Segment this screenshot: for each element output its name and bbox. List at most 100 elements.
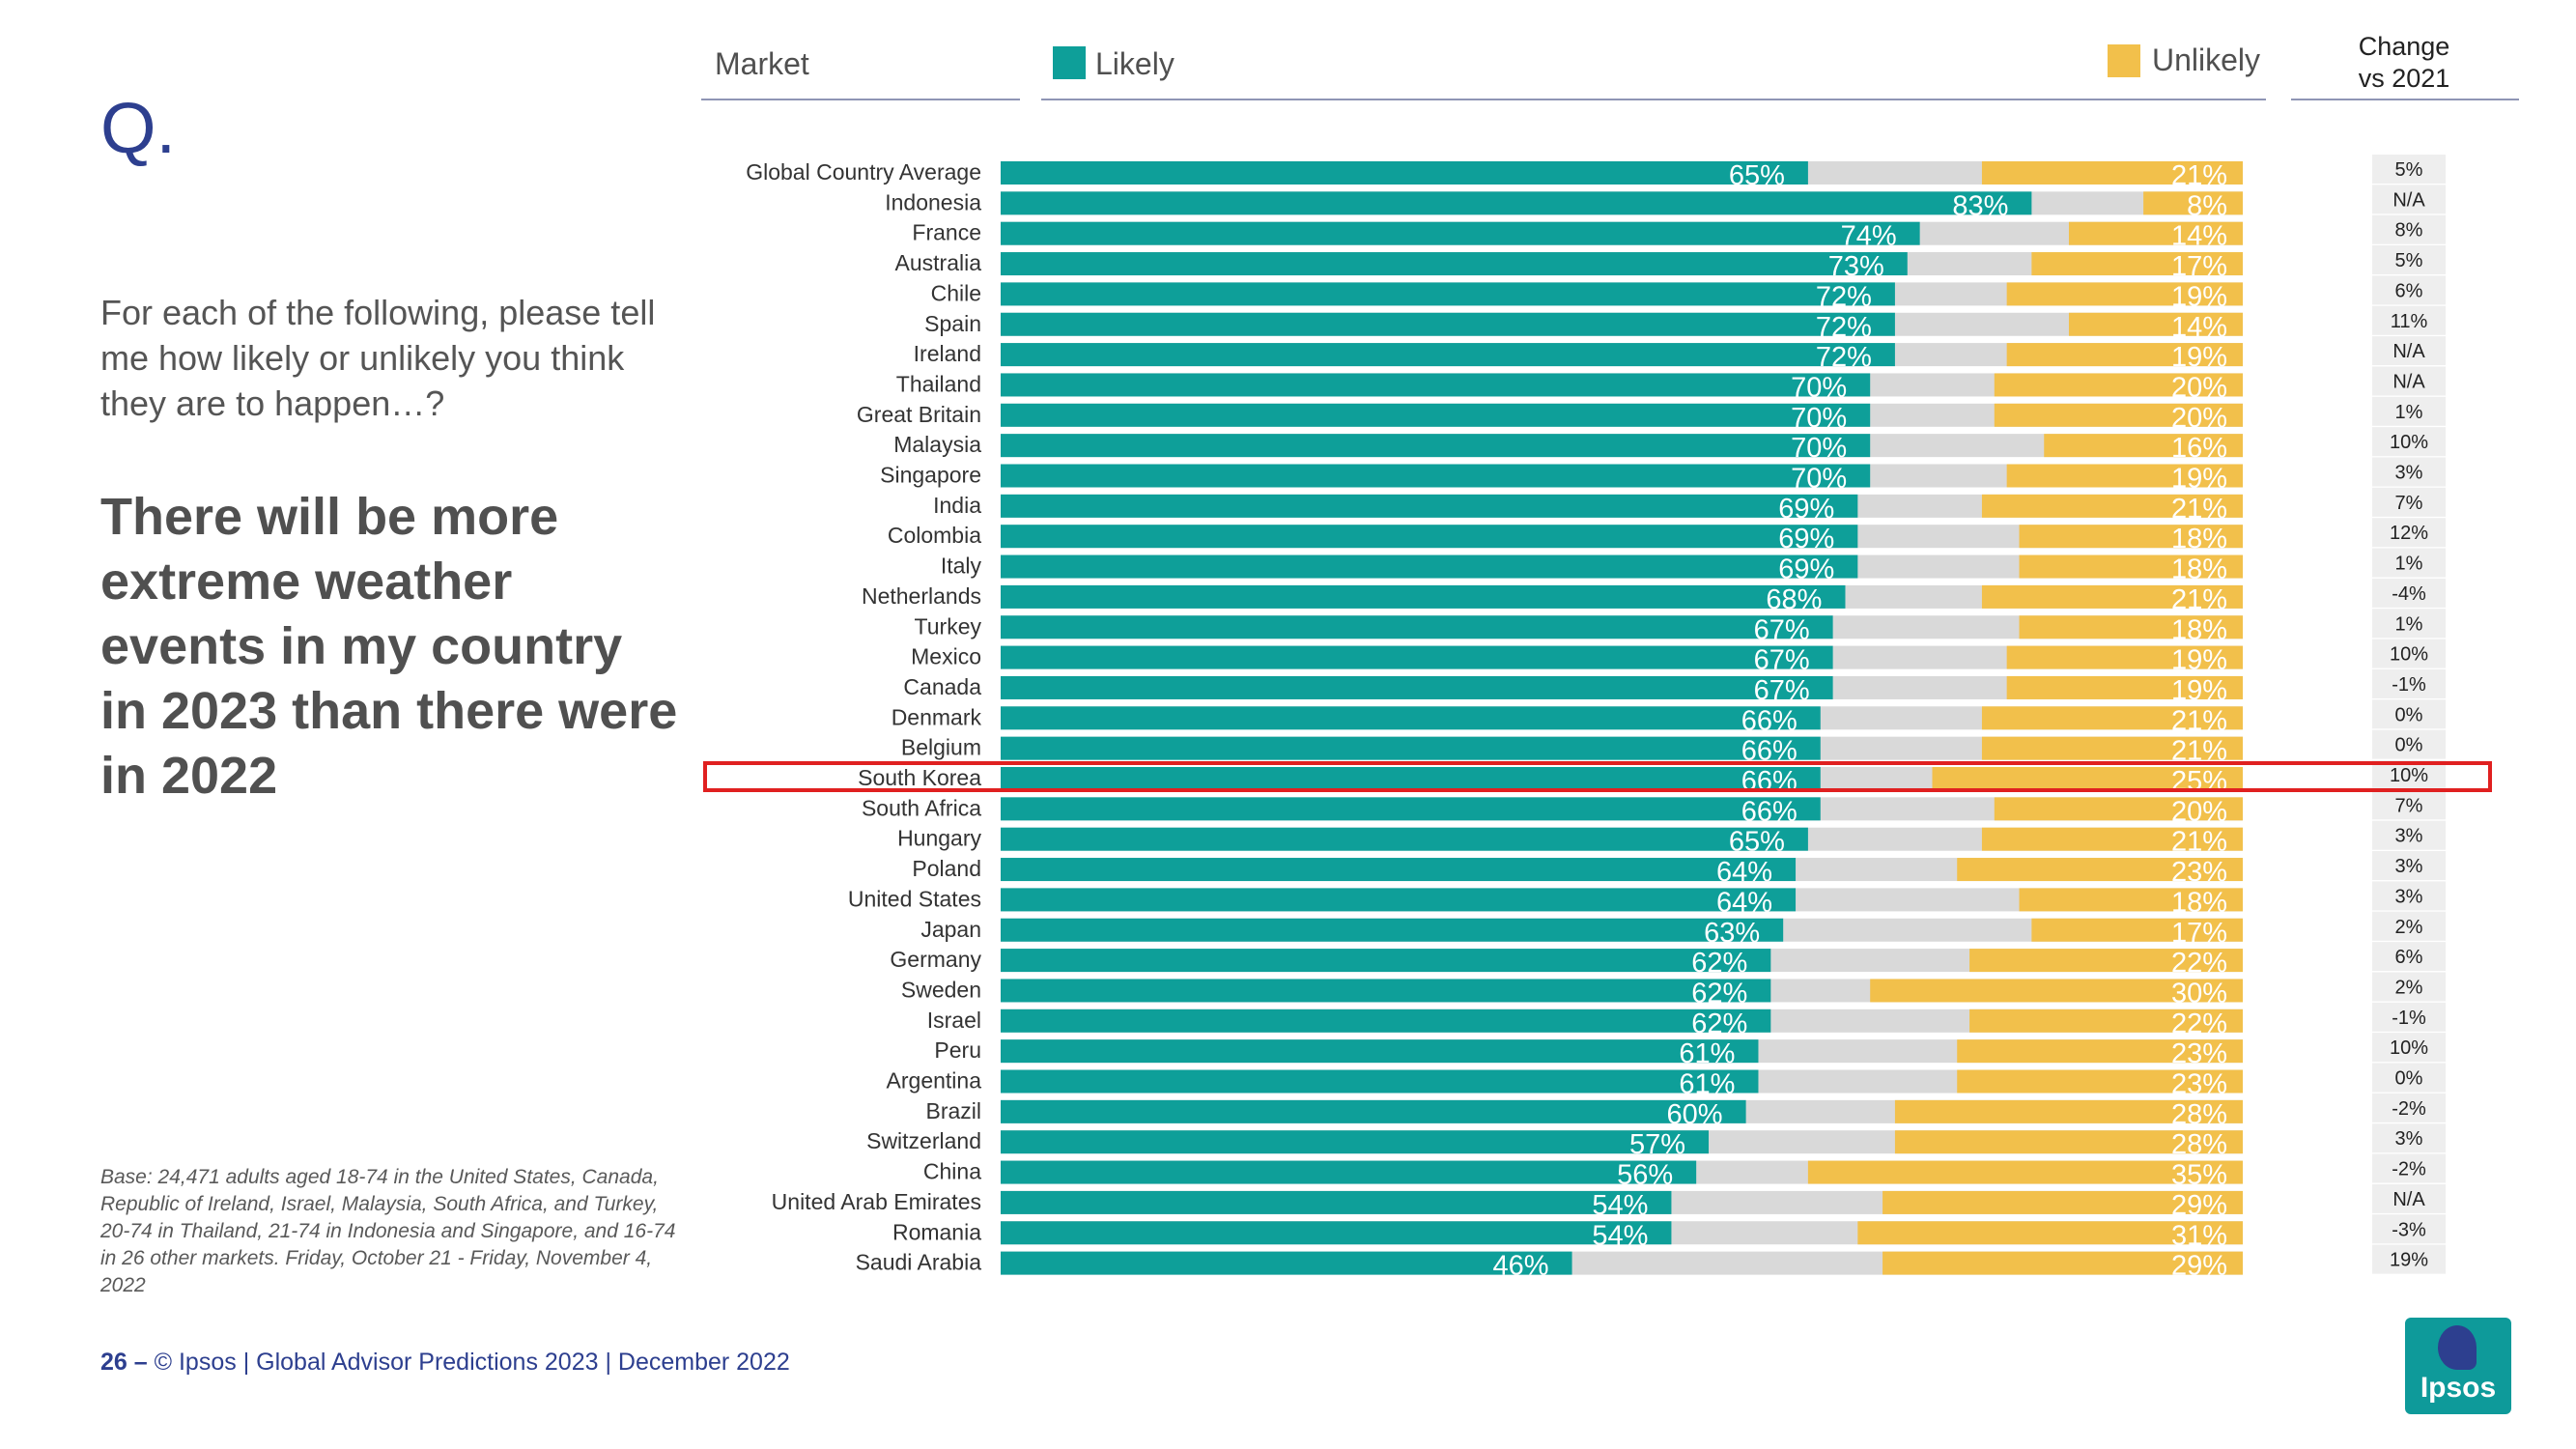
category-label-south-korea: South Korea (858, 765, 981, 790)
likely-value-south-africa: 66% (1741, 796, 1798, 827)
change-cell-turkey (2372, 609, 2446, 639)
bar-likely-saudi-arabia (1001, 1251, 1572, 1275)
category-label-spain: Spain (924, 311, 981, 336)
bar-unlikely-italy (2019, 554, 2243, 579)
bar-likely-hungary (1001, 827, 1808, 851)
bar-unlikely-hungary (1981, 827, 2243, 851)
change-cell-hungary (2372, 820, 2446, 850)
likely-value-romania: 54% (1592, 1220, 1648, 1251)
unlikely-value-indonesia: 8% (2187, 190, 2227, 221)
likely-value-united-arab-emirates: 54% (1592, 1190, 1648, 1221)
change-cell-colombia (2372, 518, 2446, 548)
change-value-mexico: 10% (2390, 644, 2428, 666)
bar-likely-switzerland (1001, 1130, 1710, 1154)
likely-value-ireland: 72% (1816, 342, 1872, 373)
bar-likely-malaysia (1001, 434, 1871, 458)
category-label-saudi-arabia: Saudi Arabia (856, 1250, 982, 1275)
bar-unlikely-turkey (2019, 615, 2243, 639)
unlikely-value-malaysia: 16% (2171, 433, 2227, 464)
bar-likely-japan (1001, 918, 1784, 942)
unlikely-value-australia: 17% (2171, 251, 2227, 282)
change-value-singapore: 3% (2395, 463, 2423, 484)
category-label-canada: Canada (903, 674, 981, 699)
unlikely-value-india: 21% (2171, 494, 2227, 525)
category-label-argentina: Argentina (887, 1068, 982, 1094)
change-cell-united-arab-emirates (2372, 1183, 2446, 1213)
change-cell-switzerland (2372, 1123, 2446, 1153)
bar-unlikely-chile (2006, 282, 2243, 306)
unlikely-value-france: 14% (2171, 221, 2227, 252)
likely-value-japan: 63% (1704, 918, 1760, 949)
bar-likely-india (1001, 494, 1858, 518)
bar-likely-thailand (1001, 373, 1871, 397)
bar-unlikely-sweden (1870, 979, 2243, 1003)
ipsos-logo-mark (2438, 1325, 2477, 1370)
south-korea-highlight-box (703, 761, 2492, 792)
change-cell-sweden (2372, 972, 2446, 1002)
category-label-chile: Chile (931, 280, 981, 305)
unlikely-value-netherlands: 21% (2171, 584, 2227, 615)
page-number: 26 – (100, 1349, 148, 1376)
unlikely-legend-label: Unlikely (2152, 43, 2261, 77)
change-value-argentina: 0% (2395, 1068, 2423, 1090)
change-value-poland: 3% (2395, 856, 2423, 877)
likely-value-great-britain: 70% (1791, 403, 1847, 434)
category-label-peru: Peru (934, 1037, 981, 1063)
change-header-line1: Change (2358, 32, 2450, 61)
category-label-hungary: Hungary (897, 826, 981, 851)
category-label-united-states: United States (848, 886, 981, 911)
change-value-south-korea: 10% (2390, 765, 2428, 786)
unlikely-value-global-country-average: 21% (2171, 160, 2227, 191)
change-cell-south-africa (2372, 790, 2446, 820)
question-text: For each of the following, please tell m… (100, 293, 656, 423)
change-value-france: 8% (2395, 220, 2423, 242)
category-label-indonesia: Indonesia (885, 189, 981, 214)
bar-likely-united-arab-emirates (1001, 1190, 1672, 1214)
bar-unlikely-china (1807, 1160, 2243, 1184)
category-label-poland: Poland (912, 856, 981, 881)
change-cell-japan (2372, 911, 2446, 941)
change-cell-saudi-arabia (2372, 1244, 2446, 1274)
change-cell-united-states (2372, 881, 2446, 911)
category-label-japan: Japan (920, 917, 981, 942)
category-label-italy: Italy (941, 554, 982, 579)
bar-likely-singapore (1001, 464, 1871, 488)
bar-unlikely-global-country-average (1981, 161, 2243, 185)
change-value-peru: 10% (2390, 1037, 2428, 1059)
change-cell-israel (2372, 1002, 2446, 1032)
change-cell-malaysia (2372, 427, 2446, 457)
unlikely-value-hungary: 21% (2171, 827, 2227, 858)
bar-likely-poland (1001, 858, 1797, 882)
change-cell-poland (2372, 851, 2446, 881)
change-cell-canada (2372, 668, 2446, 698)
unlikely-value-poland: 23% (2171, 857, 2227, 888)
unlikely-value-japan: 17% (2171, 918, 2227, 949)
likely-value-china: 56% (1617, 1160, 1673, 1191)
bar-likely-germany (1001, 949, 1771, 973)
change-value-colombia: 12% (2390, 523, 2428, 544)
likely-value-italy: 69% (1778, 554, 1834, 585)
likely-value-singapore: 70% (1791, 464, 1847, 495)
change-value-indonesia: N/A (2392, 189, 2425, 211)
category-label-sweden: Sweden (901, 977, 981, 1002)
unlikely-value-canada: 19% (2171, 675, 2227, 706)
change-cell-indonesia (2372, 185, 2446, 214)
bar-unlikely-saudi-arabia (1882, 1251, 2243, 1275)
unlikely-value-argentina: 23% (2171, 1069, 2227, 1100)
bar-likely-romania (1001, 1221, 1672, 1245)
change-cell-peru (2372, 1033, 2446, 1063)
bar-unlikely-canada (2006, 675, 2243, 699)
change-cell-belgium (2372, 729, 2446, 759)
change-header: Change vs 2021 (2293, 31, 2515, 95)
category-label-thailand: Thailand (896, 371, 981, 396)
likely-value-brazil: 60% (1667, 1099, 1723, 1130)
bar-likely-spain (1001, 312, 1895, 336)
change-cell-italy (2372, 548, 2446, 578)
market-header: Market (715, 46, 809, 81)
change-value-japan: 2% (2395, 917, 2423, 938)
likely-value-israel: 62% (1691, 1009, 1747, 1039)
bar-unlikely-argentina (1957, 1069, 2243, 1094)
change-value-hungary: 3% (2395, 826, 2423, 847)
change-value-sweden: 2% (2395, 977, 2423, 998)
